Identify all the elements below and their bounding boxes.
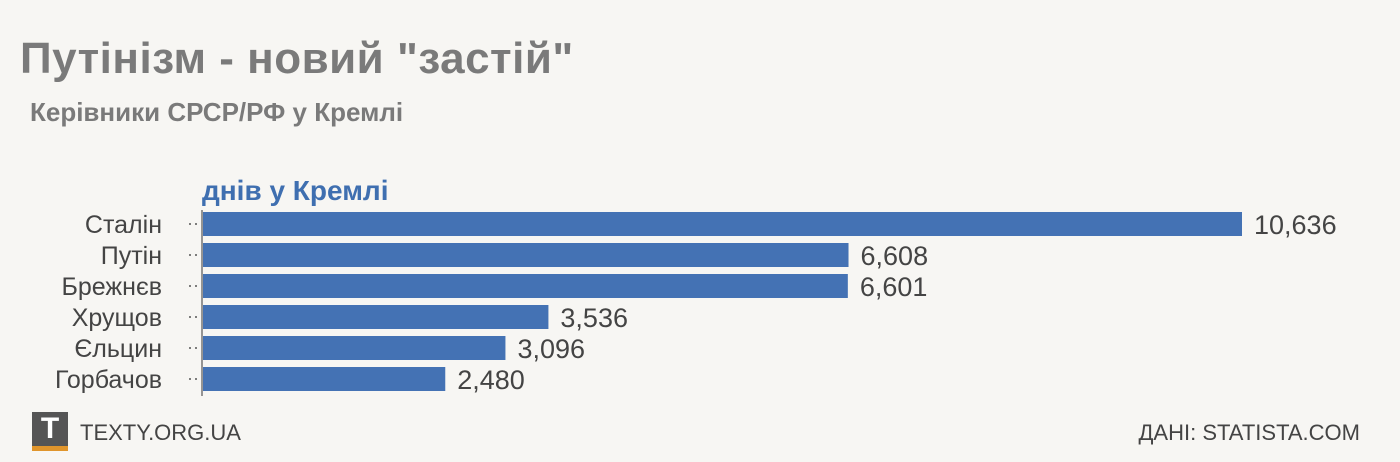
bar [203, 274, 848, 298]
value-label: 6,608 [861, 241, 929, 271]
data-source: ДАНІ: STATISTA.COM [1138, 420, 1360, 445]
value-label: 6,601 [860, 272, 928, 302]
series-label: днів у Кремлі [202, 175, 389, 206]
bar [203, 243, 849, 267]
site-name: TEXTY.ORG.UA [80, 420, 241, 445]
category-label: Сталін [85, 211, 162, 239]
category-label: Брежнєв [61, 273, 162, 301]
page-subtitle: Керівники СРСР/РФ у Кремлі [30, 97, 404, 127]
bar [203, 336, 506, 360]
value-label: 3,536 [560, 303, 628, 333]
page-title: Путінізм - новий "застій" [20, 34, 574, 83]
category-label: Єльцин [74, 335, 162, 363]
category-label: Путін [101, 242, 162, 270]
bar [203, 305, 549, 329]
bar [203, 367, 446, 391]
bar-chart: Сталін 10,636 Путін 6,608 Брежнєв 6,601 Хрущов… [55, 210, 1337, 396]
logo-accent [32, 446, 68, 451]
value-label: 2,480 [457, 365, 525, 395]
bar [203, 212, 1242, 236]
logo-icon [32, 412, 68, 450]
value-label: 10,636 [1254, 210, 1337, 240]
logo-letter: T [40, 412, 60, 445]
category-label: Горбачов [55, 366, 162, 394]
category-label: Хрущов [72, 304, 162, 332]
value-label: 3,096 [517, 334, 585, 364]
